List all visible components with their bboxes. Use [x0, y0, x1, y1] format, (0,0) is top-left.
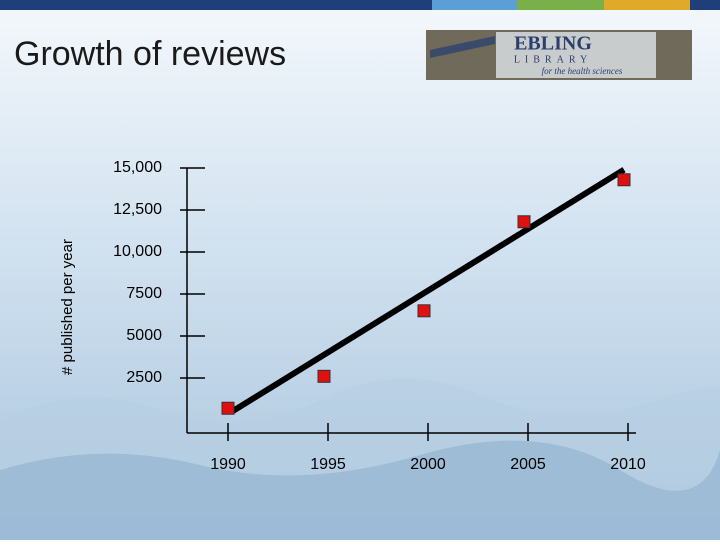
- x-tick-label: 1995: [310, 456, 346, 473]
- x-tick-label: 1990: [210, 456, 246, 473]
- y-tick-label: 2500: [126, 369, 162, 386]
- logo: EBLING LIBRARY for the health sciences: [426, 30, 692, 80]
- marker: [417, 304, 431, 318]
- top-bar: [432, 0, 517, 10]
- logo-name: EBLING: [514, 33, 592, 55]
- marker: [517, 215, 531, 229]
- x-tick-label: 2000: [410, 456, 446, 473]
- y-tick-label: 10,000: [113, 243, 162, 260]
- logo-subtitle: LIBRARY: [514, 54, 592, 65]
- x-tick-label: 2005: [510, 456, 546, 473]
- trendline: [230, 167, 626, 415]
- y-tick-label: 5000: [126, 327, 162, 344]
- marker: [221, 401, 235, 415]
- y-tick-label: 7500: [126, 285, 162, 302]
- slide-title: Growth of reviews: [14, 35, 286, 73]
- top-bar: [604, 0, 690, 10]
- top-bar: [517, 0, 604, 10]
- y-axis-label: # published per year: [59, 239, 76, 375]
- logo-mark: [430, 36, 495, 58]
- logo-panel: [496, 32, 656, 78]
- logo-tagline: for the health sciences: [542, 66, 623, 76]
- mountains: [0, 440, 720, 540]
- x-tick-label: 2010: [610, 456, 646, 473]
- y-tick-label: 15,000: [113, 159, 162, 176]
- top-bar: [0, 0, 720, 10]
- marker: [617, 173, 631, 187]
- marker: [317, 369, 331, 383]
- y-tick-label: 12,500: [113, 201, 162, 218]
